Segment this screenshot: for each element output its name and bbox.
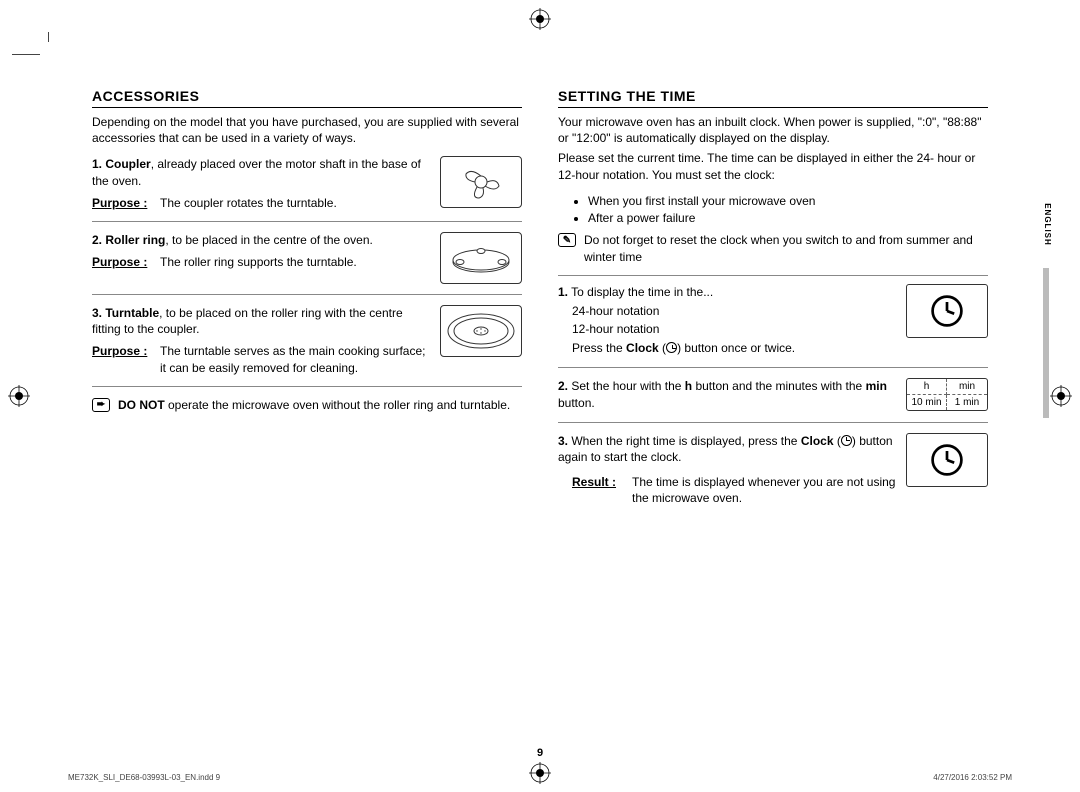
page-number: 9 <box>537 747 543 759</box>
bullet-item: After a power failure <box>588 210 988 227</box>
reset-note: Do not forget to reset the clock when yo… <box>558 232 988 275</box>
right-column: SETTING THE TIME Your microwave oven has… <box>558 88 988 728</box>
result-row: Result : The time is displayed whenever … <box>558 474 896 506</box>
language-tab: ENGLISH <box>1038 188 1056 260</box>
accessory-item: 3. Turntable, to be placed on the roller… <box>92 305 522 387</box>
accessory-text: 3. Turntable, to be placed on the roller… <box>92 305 430 376</box>
purpose-text: The coupler rotates the turntable. <box>160 195 430 211</box>
clock-icon-inline <box>666 342 677 353</box>
purpose-label: Purpose : <box>92 195 150 211</box>
h-min-illustration: h min 10 min 1 min <box>906 378 988 411</box>
setting-time-heading: SETTING THE TIME <box>558 88 988 108</box>
reset-note-text: Do not forget to reset the clock when yo… <box>584 232 988 264</box>
time-intro-2: Please set the current time. The time ca… <box>558 150 988 182</box>
clock-set-bullets: When you first install your microwave ov… <box>558 193 988 227</box>
note-pencil-icon <box>558 233 576 247</box>
clock-icon-inline <box>841 435 852 446</box>
clock-button-illustration <box>906 433 988 487</box>
turntable-illustration <box>440 305 522 357</box>
purpose-text: The turntable serves as the main cooking… <box>160 343 430 375</box>
crop-mark-left <box>8 385 30 407</box>
purpose-text: The roller ring supports the turntable. <box>160 254 430 270</box>
side-strip <box>1043 268 1049 418</box>
accessories-intro: Depending on the model that you have pur… <box>92 114 522 146</box>
step-2: 2. Set the hour with the h button and th… <box>558 378 988 423</box>
purpose-label: Purpose : <box>92 343 150 375</box>
note-arrow-icon <box>92 398 110 412</box>
crop-mark-right <box>1050 385 1072 407</box>
crop-mark-top <box>529 8 551 30</box>
language-tab-label: ENGLISH <box>1043 203 1052 246</box>
accessory-text: 1. Coupler, already placed over the moto… <box>92 156 430 211</box>
step-1: 1. To display the time in the... 24-hour… <box>558 284 988 368</box>
result-label: Result : <box>572 474 620 506</box>
accessory-item: 1. Coupler, already placed over the moto… <box>92 156 522 222</box>
time-intro-1: Your microwave oven has an inbuilt clock… <box>558 114 988 146</box>
page-content: ACCESSORIES Depending on the model that … <box>92 88 988 728</box>
left-column: ACCESSORIES Depending on the model that … <box>92 88 522 728</box>
purpose-label: Purpose : <box>92 254 150 270</box>
accessory-item: 2. Roller ring, to be placed in the cent… <box>92 232 522 295</box>
roller-ring-illustration <box>440 232 522 284</box>
coupler-illustration <box>440 156 522 208</box>
step-3: 3. When the right time is displayed, pre… <box>558 433 988 517</box>
crop-mark-bottom <box>529 762 551 784</box>
do-not-note: DO NOT operate the microwave oven withou… <box>92 397 522 413</box>
accessory-text: 2. Roller ring, to be placed in the cent… <box>92 232 430 270</box>
result-text: The time is displayed whenever you are n… <box>632 474 896 506</box>
bullet-item: When you first install your microwave ov… <box>588 193 988 210</box>
footer-filename: ME732K_SLI_DE68-03993L-03_EN.indd 9 <box>68 773 220 782</box>
clock-button-illustration <box>906 284 988 338</box>
footer-timestamp: 4/27/2016 2:03:52 PM <box>933 773 1012 782</box>
accessories-heading: ACCESSORIES <box>92 88 522 108</box>
